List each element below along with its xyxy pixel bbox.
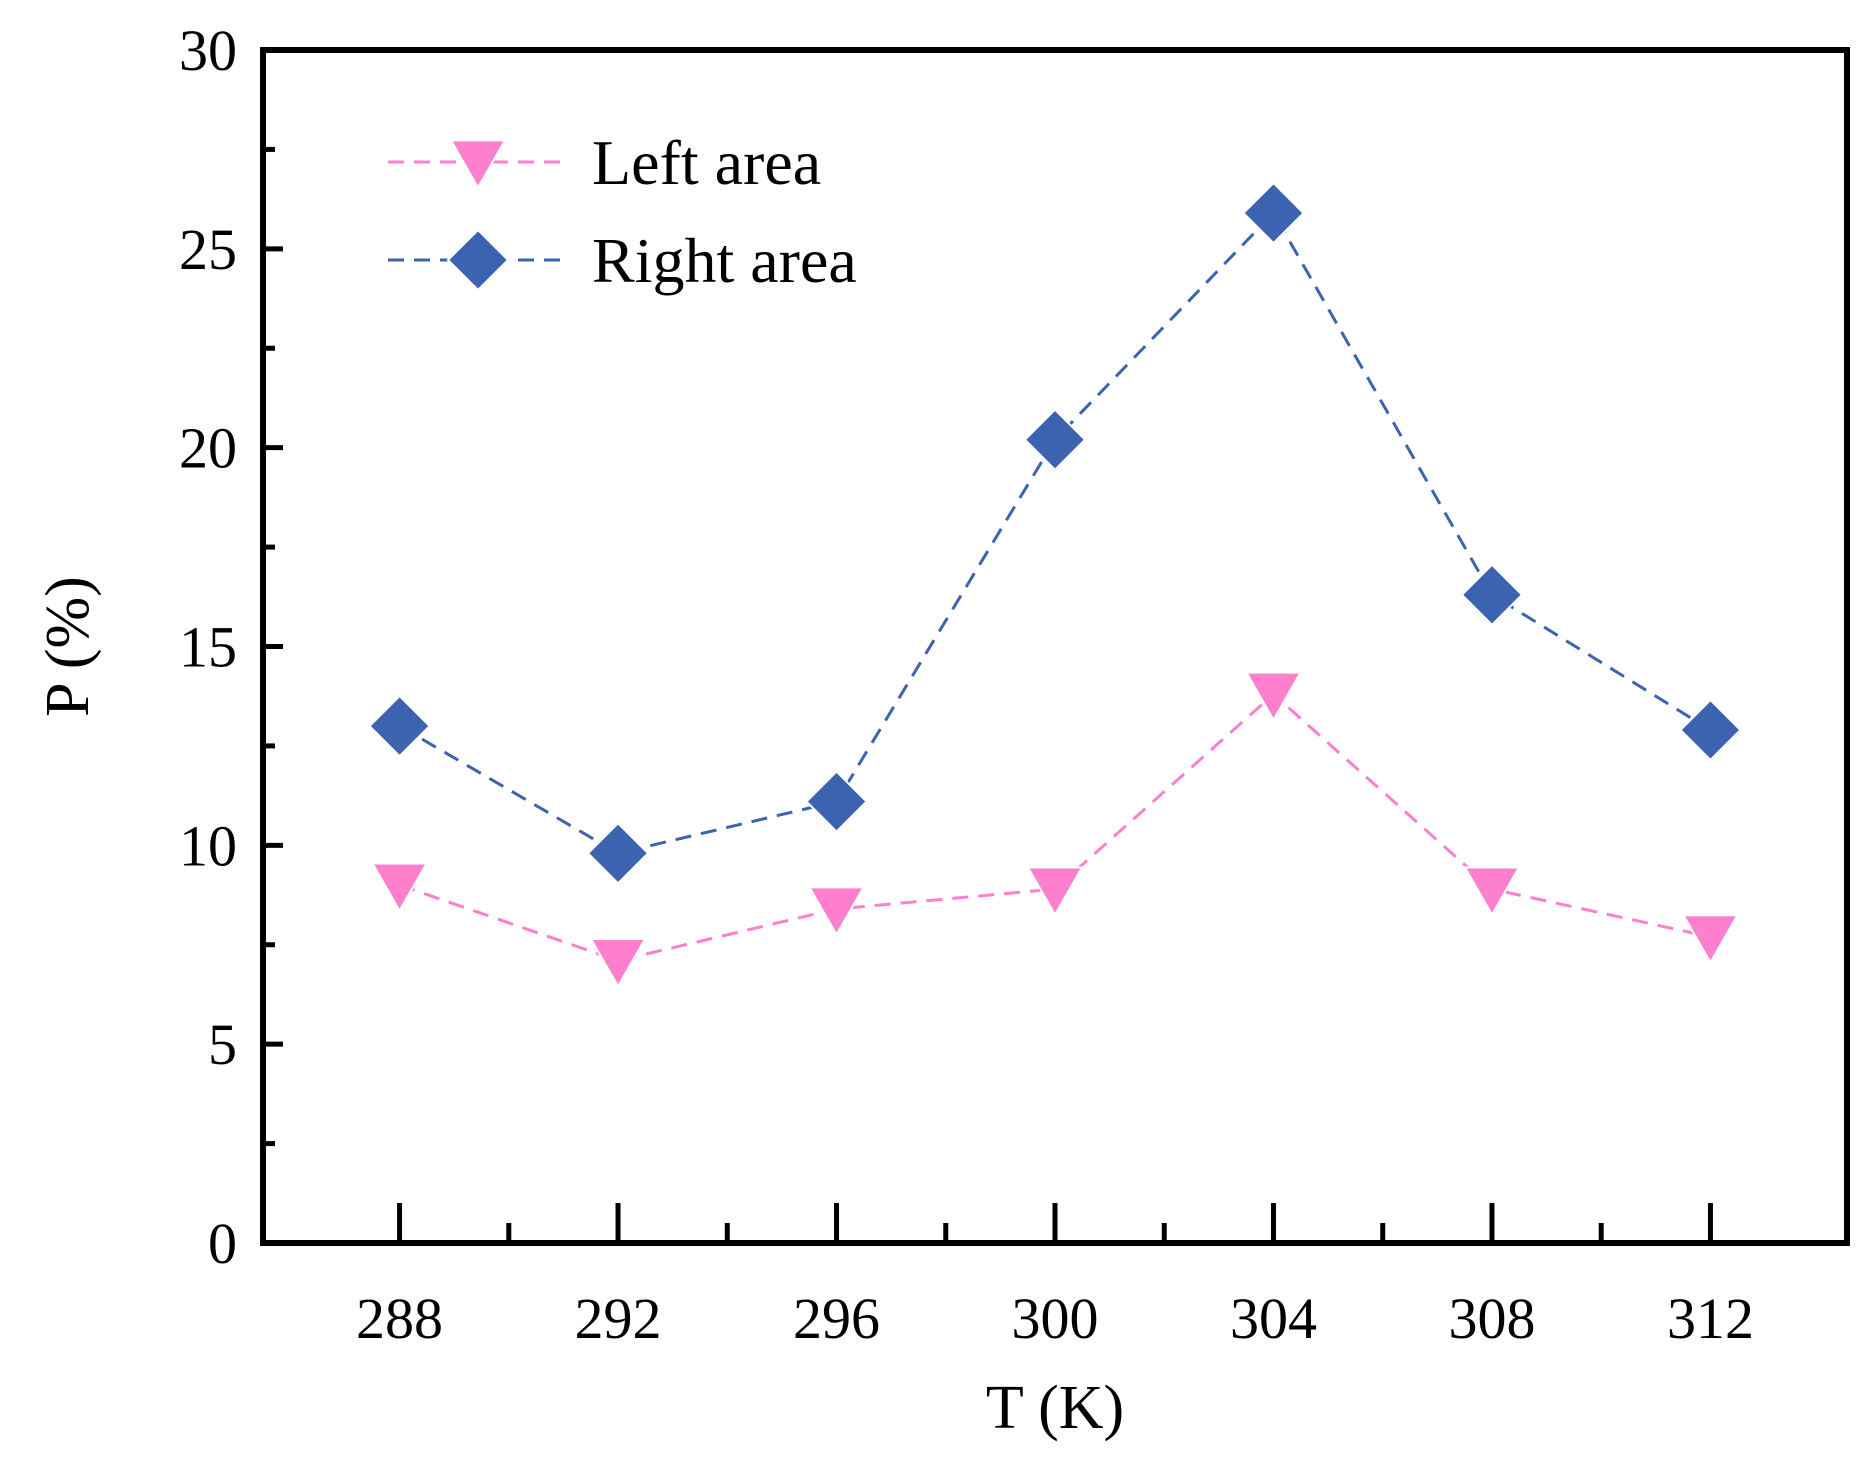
- data-point-left-area: [589, 938, 647, 989]
- x-tick-label: 312: [1667, 1286, 1754, 1351]
- legend-label-left-area: Left area: [592, 127, 821, 198]
- x-tick-label: 296: [793, 1286, 880, 1351]
- y-tick-label: 30: [179, 18, 237, 83]
- plot-frame: [260, 47, 1850, 1246]
- data-point-right-area: [805, 770, 868, 834]
- x-tick-label: 300: [1012, 1286, 1099, 1351]
- data-point-right-area: [1242, 181, 1305, 245]
- x-tick-label: 292: [575, 1286, 662, 1351]
- y-tick-label: 15: [179, 615, 237, 680]
- y-tick-label: 10: [179, 813, 237, 878]
- legend: Left area Right area: [388, 127, 857, 296]
- series-line-left-area: [399, 692, 1711, 963]
- data-point-left-area: [370, 862, 429, 913]
- data-point-left-area: [807, 886, 866, 937]
- x-tick-label: 304: [1230, 1286, 1317, 1351]
- series-line-right-area: [398, 210, 1712, 855]
- data-point-right-area: [1023, 408, 1087, 472]
- legend-marker-left-area: [449, 139, 507, 190]
- y-tick-label: 20: [179, 416, 237, 481]
- x-axis-title: T (K): [986, 1374, 1124, 1442]
- data-point-right-area: [1460, 563, 1524, 627]
- data-point-left-area: [1681, 914, 1740, 965]
- data-point-left-area: [1244, 671, 1303, 722]
- y-tick-label: 0: [208, 1211, 237, 1276]
- plot-layer: [368, 181, 1742, 989]
- data-point-left-area: [1463, 866, 1521, 917]
- data-point-left-area: [1026, 866, 1084, 917]
- y-tick-label: 25: [179, 217, 237, 282]
- ticks-layer: 0 5 10 15 20 25 30 288 292 296 300 304 308 312: [179, 18, 1754, 1351]
- legend-marker-right-area: [446, 228, 510, 292]
- y-tick-label: 5: [208, 1012, 237, 1077]
- data-point-right-area: [586, 821, 650, 885]
- legend-label-right-area: Right area: [592, 225, 857, 296]
- data-point-right-area: [368, 694, 431, 758]
- x-tick-label: 288: [356, 1286, 443, 1351]
- data-point-right-area: [1679, 698, 1742, 762]
- x-tick-label: 308: [1448, 1286, 1535, 1351]
- y-axis-title: P (%): [34, 576, 102, 717]
